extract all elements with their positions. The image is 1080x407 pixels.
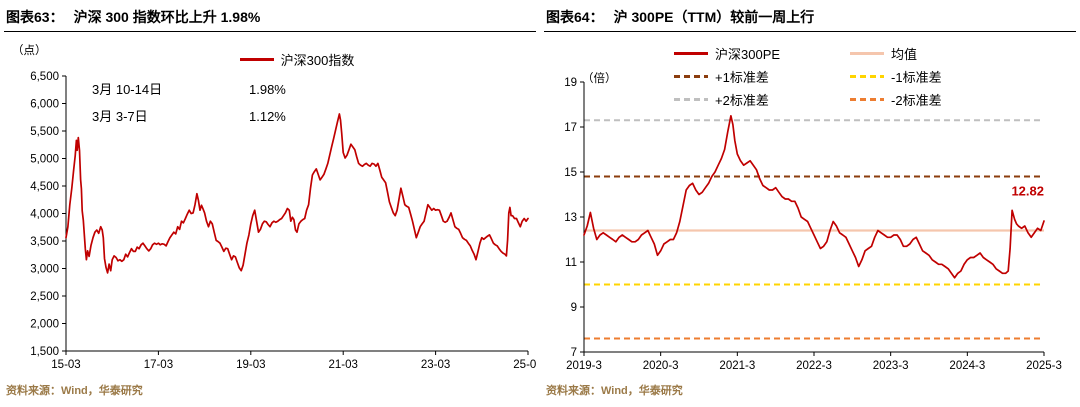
dashed-line-swatch-icon [674,75,708,78]
x-tick-label: 19-03 [236,359,265,371]
y-axis-unit-label: （点） [12,45,47,57]
y-tick-label: 3,000 [30,264,59,276]
x-tick-label: 2020-3 [643,360,679,372]
y-axis-unit-label: （倍） [582,73,617,85]
x-tick-label: 2022-3 [796,360,832,372]
legend-left: 沪深300指数 [66,50,528,69]
annotation-row: 3月 10-14日 1.98% [92,76,286,103]
solid-line-swatch-icon [239,58,274,61]
x-tick-label: 2019-3 [566,360,602,372]
legend-label: +2标准差 [715,93,769,108]
data-series-line [65,113,529,274]
y-tick-label: 4,500 [30,181,59,193]
y-tick-label: 7 [571,347,577,359]
y-tick-label: 5,500 [30,126,59,138]
y-tick-label: 19 [564,77,577,89]
legend-label: -1标准差 [891,70,942,85]
legend-label: +1标准差 [715,70,769,85]
legend-item: +2标准差 [674,90,780,109]
x-tick-label: 2025-3 [1026,360,1062,372]
y-tick-label: 9 [571,302,577,314]
legend-right: 沪深300PE 均值 +1标准差 -1标准差 +2标准差 -2标准差 [674,44,942,109]
latest-value-label: 12.82 [1011,184,1044,199]
x-tick-label: 2023-3 [873,360,909,372]
figure-64-header: 图表64： 沪 300PE（TTM）较前一周上行 [544,6,1076,32]
x-tick-label: 21-03 [328,359,357,371]
y-tick-label: 5,000 [30,154,59,166]
annotation-period: 3月 3-7日 [92,109,148,124]
legend-label: 沪深300PE [715,47,781,62]
y-tick-label: 2,500 [30,291,59,303]
dashed-line-swatch-icon [850,98,885,101]
legend-item: -2标准差 [850,90,942,109]
y-tick-label: 11 [565,257,577,269]
source-note: 资料来源：Wind，华泰研究 [546,385,683,397]
legend-label: -2标准差 [891,93,942,108]
y-tick-label: 6,000 [30,99,59,111]
y-tick-label: 6,500 [30,71,59,83]
y-tick-label: 1,500 [30,346,59,358]
weekly-change-annotation: 3月 10-14日 1.98% 3月 3-7日 1.12% [92,76,286,130]
legend-item: 均值 [850,44,942,63]
y-tick-label: 2,000 [30,319,59,331]
annotation-value: 1.98% [249,82,286,97]
y-tick-label: 3,500 [30,236,59,248]
x-tick-label: 2021-3 [719,360,755,372]
figure-63-header: 图表63： 沪深 300 指数环比上升 1.98% [4,6,536,32]
solid-line-swatch-icon [850,52,885,55]
figure-63-title: 沪深 300 指数环比上升 1.98% [73,9,261,25]
x-tick-label: 23-03 [421,359,450,371]
data-series-line [583,114,1045,279]
legend-label: 均值 [891,47,918,62]
y-tick-label: 17 [564,122,577,134]
source-note: 资料来源：Wind，华泰研究 [6,385,143,397]
x-tick-label: 17-03 [144,359,173,371]
csi300-index-line-chart: 6,500 6,000 5,500 5,000 4,500 4,000 3,500 3,000… [30,71,536,371]
legend-item: 沪深300PE [674,44,780,63]
annotation-row: 3月 3-7日 1.12% [92,103,286,130]
figure-63-panel: 图表63： 沪深 300 指数环比上升 1.98% （点） 沪深300指数 3月… [4,6,536,398]
figure-64-title: 沪 300PE（TTM）较前一周上行 [613,9,815,25]
y-tick-label: 4,000 [30,209,59,221]
figure-64-chart-area: （倍） 沪深300PE 均值 +1标准差 -1标准差 +2标准差 -2标准差 19 17 15… [544,32,1076,377]
figure-64-number: 图表64： [546,9,604,25]
annotation-period: 3月 10-14日 [92,82,163,97]
legend-item: +1标准差 [674,67,780,86]
figure-63-chart-area: （点） 沪深300指数 3月 10-14日 1.98% 3月 3-7日 1.12… [4,32,536,377]
solid-line-swatch-icon [674,52,708,55]
legend-item: -1标准差 [850,67,942,86]
y-tick-label: 13 [564,212,577,224]
legend-item: 沪深300指数 [239,50,355,69]
y-tick-label: 15 [564,167,577,179]
figure-63-number: 图表63： [6,9,64,25]
report-figures-row: 图表63： 沪深 300 指数环比上升 1.98% （点） 沪深300指数 3月… [4,6,1076,398]
figure-64-panel: 图表64： 沪 300PE（TTM）较前一周上行 （倍） 沪深300PE 均值 +1… [544,6,1076,398]
dashed-line-swatch-icon [850,75,885,78]
annotation-value: 1.12% [249,109,286,124]
legend-label: 沪深300指数 [280,53,355,68]
x-tick-label: 2024-3 [949,360,985,372]
dashed-line-swatch-icon [674,98,708,101]
x-tick-label: 15-03 [51,359,80,371]
x-tick-label: 25-03 [513,359,536,371]
